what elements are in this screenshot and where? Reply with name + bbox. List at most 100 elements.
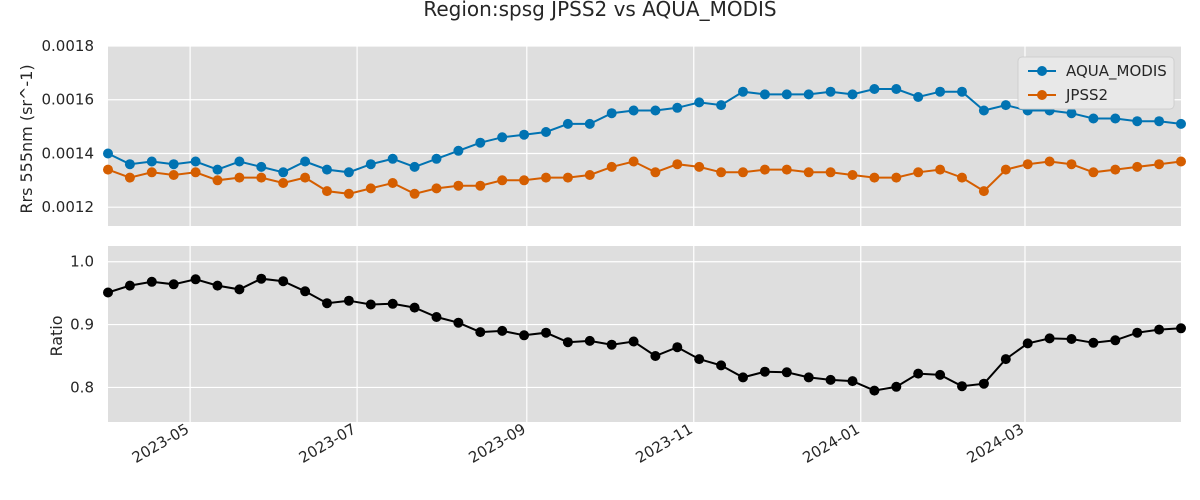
top-data-point <box>584 170 595 180</box>
top-ytick-label: 0.0012 <box>42 198 95 216</box>
bottom-data-point <box>825 374 836 385</box>
top-data-point <box>1022 159 1033 170</box>
top-data-point <box>146 156 157 167</box>
bottom-data-point <box>781 367 792 378</box>
legend-box <box>1017 56 1175 110</box>
top-data-point <box>803 89 814 100</box>
top-data-point <box>541 127 551 137</box>
bottom-panel-background <box>108 246 1181 422</box>
top-data-point <box>1066 108 1077 119</box>
bottom-data-point <box>1110 335 1121 346</box>
top-data-point <box>497 175 508 186</box>
top-panel-y-ticks: 0.0012 0.0014 0.0016 0.0018 <box>42 37 95 216</box>
bottom-panel-grid <box>108 246 1181 422</box>
top-data-point <box>694 97 705 108</box>
x-tick-label: 2024-01 <box>799 420 862 467</box>
top-data-point <box>1110 113 1121 124</box>
top-data-point <box>190 167 201 178</box>
legend-marker <box>1037 90 1047 100</box>
top-data-point <box>869 172 880 183</box>
bottom-data-point <box>234 284 245 295</box>
top-data-point <box>1044 156 1055 167</box>
bottom-data-point <box>1154 324 1165 335</box>
top-data-point <box>278 178 289 188</box>
top-data-point <box>541 172 551 183</box>
top-data-point <box>1132 161 1143 172</box>
top-data-point <box>256 161 267 172</box>
top-data-point <box>672 102 683 113</box>
bottom-data-point <box>716 360 727 371</box>
top-data-point <box>190 156 201 167</box>
bottom-panel-series <box>103 273 1186 396</box>
top-data-point <box>847 89 858 100</box>
top-data-point <box>387 153 398 164</box>
bottom-data-point <box>278 276 289 287</box>
top-data-point <box>168 170 179 180</box>
bottom-data-point <box>497 325 508 336</box>
top-data-point <box>124 172 135 183</box>
bottom-data-point <box>190 274 201 285</box>
bottom-data-point <box>1022 338 1033 349</box>
top-data-point <box>562 118 573 129</box>
bottom-data-point <box>869 385 880 396</box>
top-data-point <box>935 164 946 175</box>
top-ytick-label: 0.0014 <box>42 144 95 162</box>
bottom-data-point <box>124 280 135 291</box>
bottom-data-point <box>212 280 223 291</box>
top-panel-series <box>103 84 1186 199</box>
top-data-point <box>256 172 267 183</box>
bottom-data-point <box>935 369 946 380</box>
bottom-data-point <box>256 273 267 284</box>
top-panel: 0.0012 0.0014 0.0016 0.0018 Rrs 555nm (sr^-… <box>17 37 1186 226</box>
bottom-data-point <box>1000 354 1011 365</box>
top-data-point <box>1088 167 1099 178</box>
bottom-data-point <box>628 336 639 347</box>
x-tick-label: 2023-05 <box>129 420 192 467</box>
bottom-data-point <box>387 298 398 309</box>
top-data-point <box>759 89 770 100</box>
top-data-point <box>628 156 639 167</box>
bottom-ytick-label: 0.9 <box>70 316 94 334</box>
bottom-data-point <box>650 351 661 361</box>
bottom-data-point <box>431 312 442 322</box>
top-panel-background <box>108 46 1181 226</box>
bottom-data-point <box>957 381 967 392</box>
bottom-data-point <box>146 276 157 287</box>
top-data-point <box>803 167 814 178</box>
top-data-point <box>738 167 748 178</box>
legend-label: AQUA_MODIS <box>1066 62 1167 81</box>
bottom-data-point <box>365 299 376 310</box>
top-data-point <box>781 89 792 100</box>
top-data-point <box>453 180 464 191</box>
top-data-point <box>825 86 836 97</box>
top-data-point <box>212 164 223 175</box>
top-data-point <box>759 164 770 175</box>
bottom-data-point <box>453 317 464 328</box>
bottom-ytick-label: 0.8 <box>70 378 94 396</box>
chart-title: Region:spsg JPSS2 vs AQUA_MODIS <box>423 0 776 21</box>
top-data-point <box>409 188 420 199</box>
x-tick-label: 2023-09 <box>466 420 529 467</box>
top-data-point <box>409 161 420 172</box>
bottom-data-point <box>606 339 617 350</box>
top-data-point <box>146 167 157 178</box>
top-data-point <box>847 170 858 180</box>
top-data-point <box>322 186 332 197</box>
bottom-data-point <box>1088 337 1099 348</box>
top-data-point <box>519 129 530 140</box>
top-data-point <box>606 108 617 119</box>
x-axis-ticks: 2023-05 2023-07 2023-09 2023-11 2024-01 2024-… <box>129 420 1027 467</box>
top-data-point <box>365 183 376 194</box>
bottom-data-point <box>1044 333 1055 344</box>
top-ytick-label: 0.0016 <box>42 91 95 109</box>
top-data-point <box>562 172 573 183</box>
top-data-point <box>300 172 311 183</box>
top-data-point <box>1154 159 1165 170</box>
bottom-data-point <box>322 298 332 309</box>
top-data-point <box>672 159 683 170</box>
bottom-data-point <box>475 327 486 338</box>
x-tick-label: 2024-03 <box>964 420 1027 467</box>
top-data-point <box>1176 118 1186 129</box>
top-data-point <box>1132 116 1143 127</box>
x-tick-label: 2023-07 <box>296 420 359 467</box>
